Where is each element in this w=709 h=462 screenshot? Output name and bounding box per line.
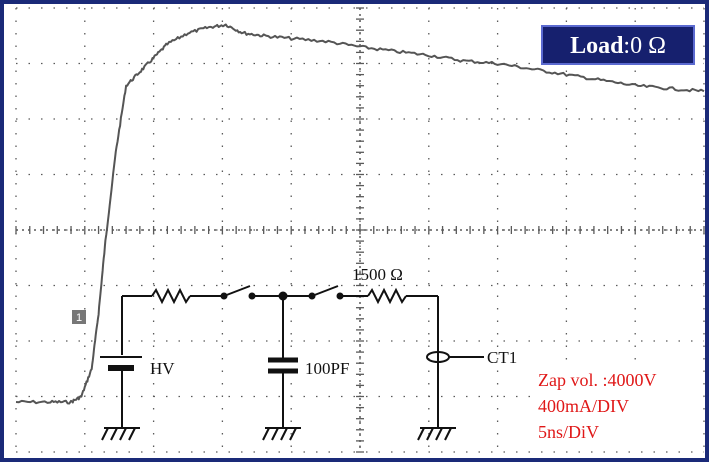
capacitor-label: 100PF — [305, 359, 349, 378]
trigger-marker-label: 1 — [76, 312, 82, 324]
ground-symbol-load — [417, 427, 456, 441]
resistor-discharge — [367, 287, 407, 305]
resistor-charge — [151, 287, 191, 305]
switch2-blade — [311, 285, 339, 297]
graticule — [15, 7, 705, 453]
discharge-circuit — [100, 285, 484, 441]
source-label: HV — [150, 359, 175, 378]
load-badge-value: :0 Ω — [623, 33, 666, 59]
switch1-blade — [223, 285, 251, 297]
zap-voltage-text: Zap vol. :4000V — [538, 370, 657, 390]
probe-label: CT1 — [487, 348, 517, 367]
scope-settings: Zap vol. :4000V 400mA/DIV 5ns/DiV — [530, 360, 702, 450]
ground-symbol-source — [101, 427, 140, 441]
vertical-scale-text: 400mA/DIV — [538, 396, 629, 416]
ground-symbol-capacitor — [262, 427, 301, 441]
time-scale-text: 5ns/DiV — [538, 422, 599, 442]
load-badge-prefix: Load — [570, 33, 624, 59]
load-badge: Load:0 Ω — [541, 25, 695, 65]
resistor-label: 1500 Ω — [352, 265, 403, 284]
current-waveform — [15, 23, 705, 405]
trigger-marker: 1 — [72, 310, 86, 324]
svg-text:Load:0 Ω: Load:0 Ω — [570, 33, 666, 59]
